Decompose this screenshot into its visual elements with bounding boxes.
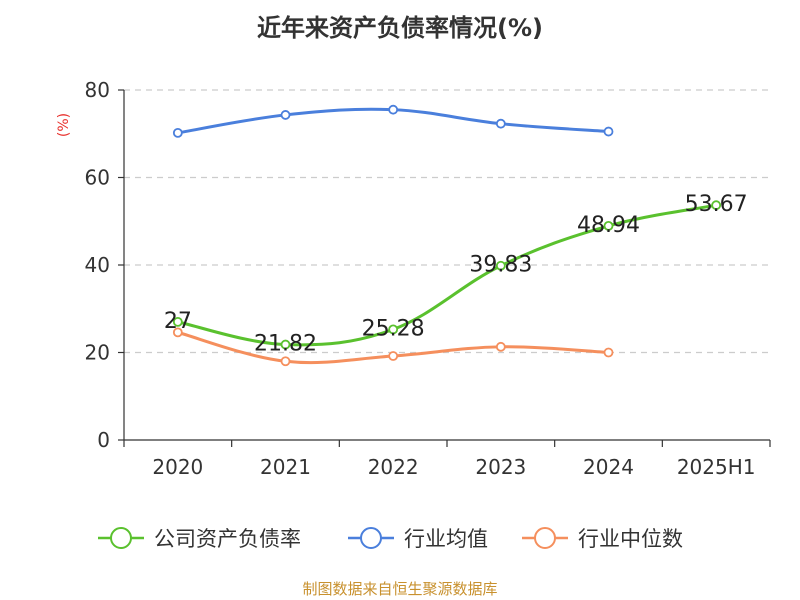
- data-point: [280, 356, 291, 367]
- axes: 0 20 40 60 80 (%) 2020 2021 2022 2023 2024 2025H1: [56, 78, 771, 479]
- chart-title: 近年来资产负债率情况(%): [257, 14, 543, 42]
- data-label: 27: [164, 309, 192, 334]
- legend-marker-2[interactable]: [360, 527, 382, 549]
- data-point: [711, 200, 722, 211]
- y-tick-label: 20: [85, 341, 110, 365]
- data-point: [603, 220, 614, 231]
- data-point: [280, 339, 291, 350]
- data-point: [388, 324, 399, 335]
- y-tick-label: 80: [85, 78, 110, 102]
- data-point: [172, 327, 183, 338]
- data-point: [172, 127, 183, 138]
- x-tick-label: 2024: [583, 455, 634, 479]
- data-point: [280, 110, 291, 120]
- series-lines: [172, 104, 722, 367]
- y-tick-label: 60: [85, 166, 110, 190]
- legend-label-1[interactable]: 公司资产负债率: [154, 527, 301, 551]
- data-point: [388, 351, 399, 361]
- data-label: 48.94: [577, 213, 640, 238]
- data-point: [495, 118, 506, 129]
- data-point: [172, 316, 183, 327]
- legend-label-2[interactable]: 行业均值: [404, 527, 488, 551]
- x-tick-label: 2025H1: [677, 455, 756, 479]
- data-labels: 27 21.82 25.28 39.83 48.94 53.67: [164, 192, 748, 356]
- data-point: [388, 104, 399, 115]
- legend-marker-1[interactable]: [110, 527, 132, 549]
- data-label: 21.82: [254, 332, 317, 357]
- grid-lines: [124, 89, 770, 354]
- data-point: [495, 341, 506, 352]
- y-axis-label: (%): [56, 113, 72, 137]
- data-point: [495, 260, 506, 271]
- data-point: [603, 347, 614, 358]
- x-tick-label: 2021: [260, 455, 311, 479]
- y-tick-label: 40: [85, 253, 110, 277]
- x-tick-label: 2023: [475, 455, 526, 479]
- data-label: 53.67: [685, 192, 748, 217]
- x-tick-label: 2020: [152, 455, 203, 479]
- data-label: 39.83: [469, 253, 532, 278]
- data-point: [603, 126, 614, 137]
- data-label: 25.28: [362, 316, 425, 341]
- legend: 公司资产负债率 行业均值 行业中位数: [98, 527, 683, 551]
- y-tick-label: 0: [97, 428, 110, 452]
- source-note: 制图数据来自恒生聚源数据库: [302, 580, 498, 598]
- legend-marker-3[interactable]: [534, 527, 556, 549]
- series-line-1: [177, 203, 717, 347]
- x-tick-label: 2022: [368, 455, 419, 479]
- legend-label-3[interactable]: 行业中位数: [578, 527, 683, 551]
